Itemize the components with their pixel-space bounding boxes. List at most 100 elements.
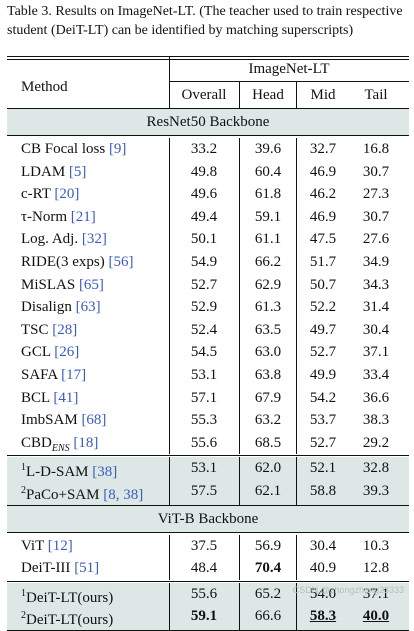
- method-label: CB Focal loss: [21, 141, 106, 157]
- method-name: BCL [41]: [21, 389, 78, 407]
- value-cell: 48.4: [190, 560, 218, 577]
- method-name: ImbSAM [68]: [21, 411, 106, 429]
- method-label: SAFA: [21, 367, 58, 383]
- citation-link[interactable]: [68]: [81, 412, 107, 429]
- method-label: LDAM: [21, 163, 66, 180]
- value-cell: 55.6: [190, 585, 218, 602]
- citation-link[interactable]: [32]: [81, 231, 107, 248]
- method-name: ViT [12]: [21, 537, 73, 555]
- method-label: DeiT-LT(ours): [26, 612, 114, 629]
- column-divider: [239, 138, 240, 455]
- column-header-method: Method: [21, 79, 68, 95]
- value-cell: 52.4: [190, 321, 218, 338]
- value-cell: 63.0: [254, 344, 282, 361]
- method-label: DeiT-III: [21, 560, 71, 577]
- section-title: ViT-B Backbone: [157, 510, 259, 527]
- citation-link[interactable]: [17]: [61, 367, 87, 383]
- value-cell: 50.1: [190, 231, 218, 248]
- table-rule: [7, 455, 409, 457]
- table-rule: [7, 504, 409, 506]
- citation-link[interactable]: [28]: [52, 321, 78, 338]
- value-cell: 52.2: [309, 299, 337, 316]
- method-name: Disalign [63]: [21, 298, 101, 316]
- citation-link[interactable]: [41]: [53, 389, 79, 406]
- citation-link[interactable]: [9]: [108, 141, 127, 157]
- value-cell: 27.3: [362, 186, 390, 203]
- value-cell: 52.9: [190, 299, 218, 316]
- value-cell: 66.6: [254, 608, 282, 625]
- citation-link[interactable]: [21]: [70, 208, 96, 225]
- method-name: CB Focal loss [9]: [21, 140, 126, 158]
- citation-link[interactable]: [65]: [78, 276, 104, 293]
- table-rule: [7, 580, 409, 582]
- citation-link[interactable]: [63]: [75, 299, 101, 316]
- value-cell: 50.7: [309, 276, 337, 293]
- row-highlight: [7, 457, 409, 505]
- method-label: ImbSAM: [21, 412, 78, 429]
- value-cell: 58.3: [309, 608, 337, 625]
- column-divider: [239, 534, 240, 580]
- method-name: RIDE(3 exps) [56]: [21, 253, 133, 271]
- citation-link[interactable]: [20]: [54, 186, 80, 203]
- value-cell: 59.1: [190, 608, 218, 625]
- value-cell: 65.2: [254, 585, 282, 602]
- value-cell: 46.9: [309, 163, 337, 180]
- value-cell: 33.2: [190, 141, 218, 157]
- teacher-superscript: 1: [21, 587, 26, 599]
- value-cell: 30.7: [362, 163, 390, 180]
- column-header-tail: Tail: [364, 87, 388, 103]
- method-label: Disalign: [21, 299, 72, 316]
- method-name: 2PaCo+SAM [8, 38]: [21, 482, 143, 504]
- value-cell: 62.9: [254, 276, 282, 293]
- row-highlight: [7, 109, 409, 135]
- value-cell: 40.0: [362, 608, 390, 625]
- citation-link[interactable]: [5]: [68, 163, 87, 180]
- group-underline: [169, 81, 409, 82]
- method-name: SAFA [17]: [21, 366, 86, 384]
- method-name: 1L-D-SAM [38]: [21, 459, 117, 481]
- citation-link[interactable]: [51]: [74, 560, 100, 577]
- citation-link[interactable]: [26]: [54, 344, 80, 361]
- value-cell: 60.4: [254, 163, 282, 180]
- value-cell: 33.4: [362, 367, 390, 383]
- value-cell: 61.1: [254, 231, 282, 248]
- column-divider: [169, 57, 170, 108]
- teacher-superscript: 1: [21, 462, 26, 474]
- value-cell: 57.5: [190, 483, 218, 499]
- method-name: GCL [26]: [21, 343, 79, 361]
- method-label: RIDE(3 exps): [21, 254, 105, 270]
- value-cell: 12.8: [362, 560, 390, 577]
- method-name: MiSLAS [65]: [21, 276, 104, 294]
- table-caption: Table 3. Results on ImageNet-LT. (The te…: [7, 4, 403, 38]
- table-rule: [7, 108, 409, 109]
- value-cell: 57.1: [190, 389, 218, 406]
- value-cell: 52.7: [190, 276, 218, 293]
- citation-link[interactable]: [8, 38]: [103, 487, 144, 503]
- value-cell: 70.4: [254, 560, 282, 577]
- value-cell: 56.9: [254, 537, 282, 554]
- citation-link[interactable]: [12]: [47, 537, 73, 554]
- value-cell: 27.6: [362, 231, 390, 248]
- value-cell: 53.1: [190, 460, 218, 477]
- value-cell: 30.4: [362, 321, 390, 338]
- method-name: Log. Adj. [32]: [21, 230, 107, 248]
- method-name: τ-Norm [21]: [21, 208, 96, 226]
- column-divider: [239, 82, 240, 108]
- column-header-mid: Mid: [310, 87, 336, 103]
- value-cell: 36.6: [362, 389, 390, 406]
- value-cell: 68.5: [254, 434, 282, 451]
- method-name: 1DeiT-LT(ours): [21, 585, 113, 607]
- value-cell: 53.1: [190, 367, 218, 383]
- method-label: L-D-SAM: [26, 464, 89, 481]
- table-rule: [7, 135, 409, 136]
- value-cell: 30.4: [309, 537, 337, 554]
- citation-link[interactable]: [38]: [92, 464, 118, 481]
- citation-link[interactable]: [18]: [73, 434, 99, 451]
- citation-link[interactable]: [56]: [108, 254, 134, 270]
- row-highlight: [7, 505, 409, 532]
- column-header-head: Head: [252, 87, 284, 103]
- column-divider: [296, 457, 297, 505]
- method-label: TSC: [21, 321, 49, 338]
- value-cell: 29.2: [362, 434, 390, 451]
- value-cell: 66.2: [254, 254, 282, 270]
